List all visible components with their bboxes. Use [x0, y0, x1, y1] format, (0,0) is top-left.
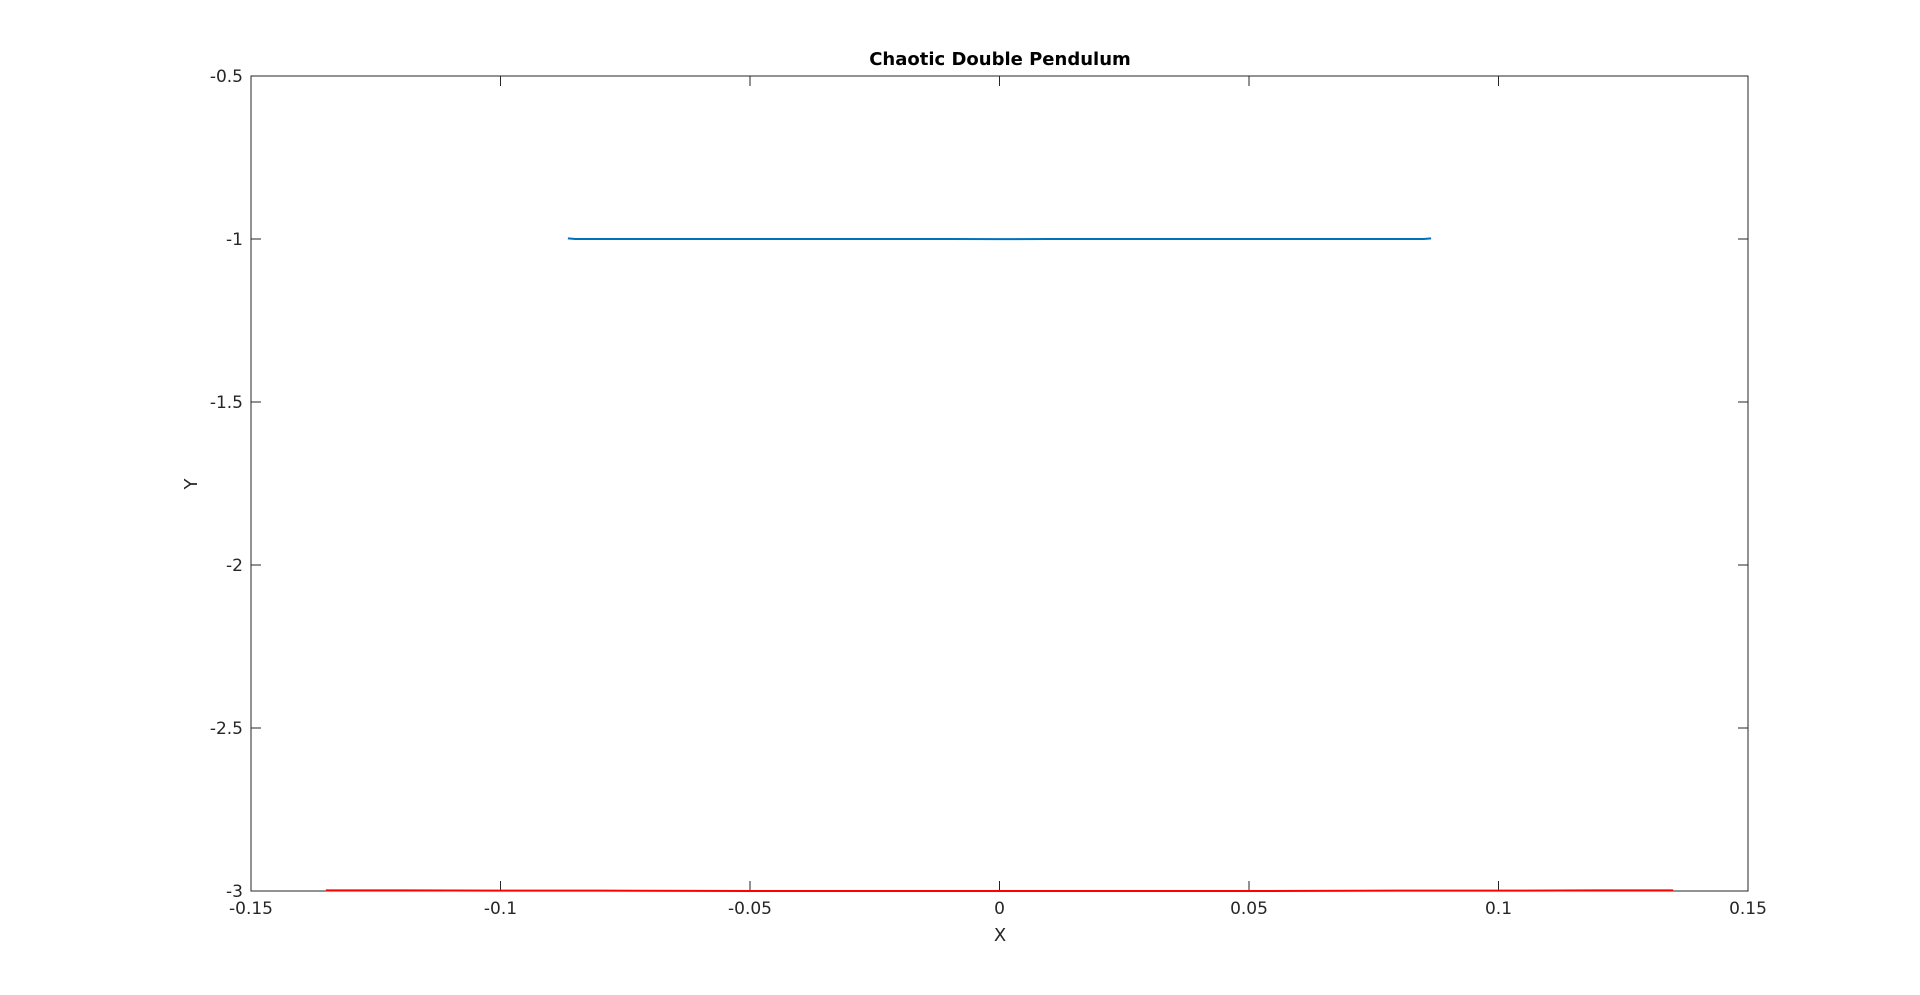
- x-axis: -0.15 -0.1 -0.05 0 0.05 0.1 0.15: [229, 76, 1767, 919]
- x-tick-label: 0.15: [1729, 899, 1767, 919]
- y-tick-label: -2.5: [210, 719, 243, 739]
- x-tick-label: -0.1: [484, 899, 517, 919]
- series-group: [325, 237, 1674, 892]
- series-line-1: [567, 237, 1432, 241]
- axes-box: [250, 75, 1749, 892]
- y-tick-label: -0.5: [210, 67, 243, 87]
- y-tick-label: -1.5: [210, 393, 243, 413]
- chart-title: Chaotic Double Pendulum: [869, 49, 1131, 70]
- y-tick-label: -2: [226, 556, 243, 576]
- x-tick-label: 0.05: [1230, 899, 1268, 919]
- y-tick-label: -3: [226, 882, 243, 902]
- y-axis: -3 -2.5 -2 -1.5 -1 -0.5: [210, 67, 1748, 902]
- x-tick-label: -0.05: [728, 899, 772, 919]
- y-axis-label: Y: [181, 478, 202, 491]
- x-tick-label: 0.1: [1485, 899, 1512, 919]
- x-axis-label: X: [994, 925, 1006, 946]
- x-tick-label: 0: [994, 899, 1005, 919]
- x-tick-label: -0.15: [229, 899, 273, 919]
- series-line-2: [325, 889, 1674, 892]
- y-tick-label: -1: [226, 230, 243, 250]
